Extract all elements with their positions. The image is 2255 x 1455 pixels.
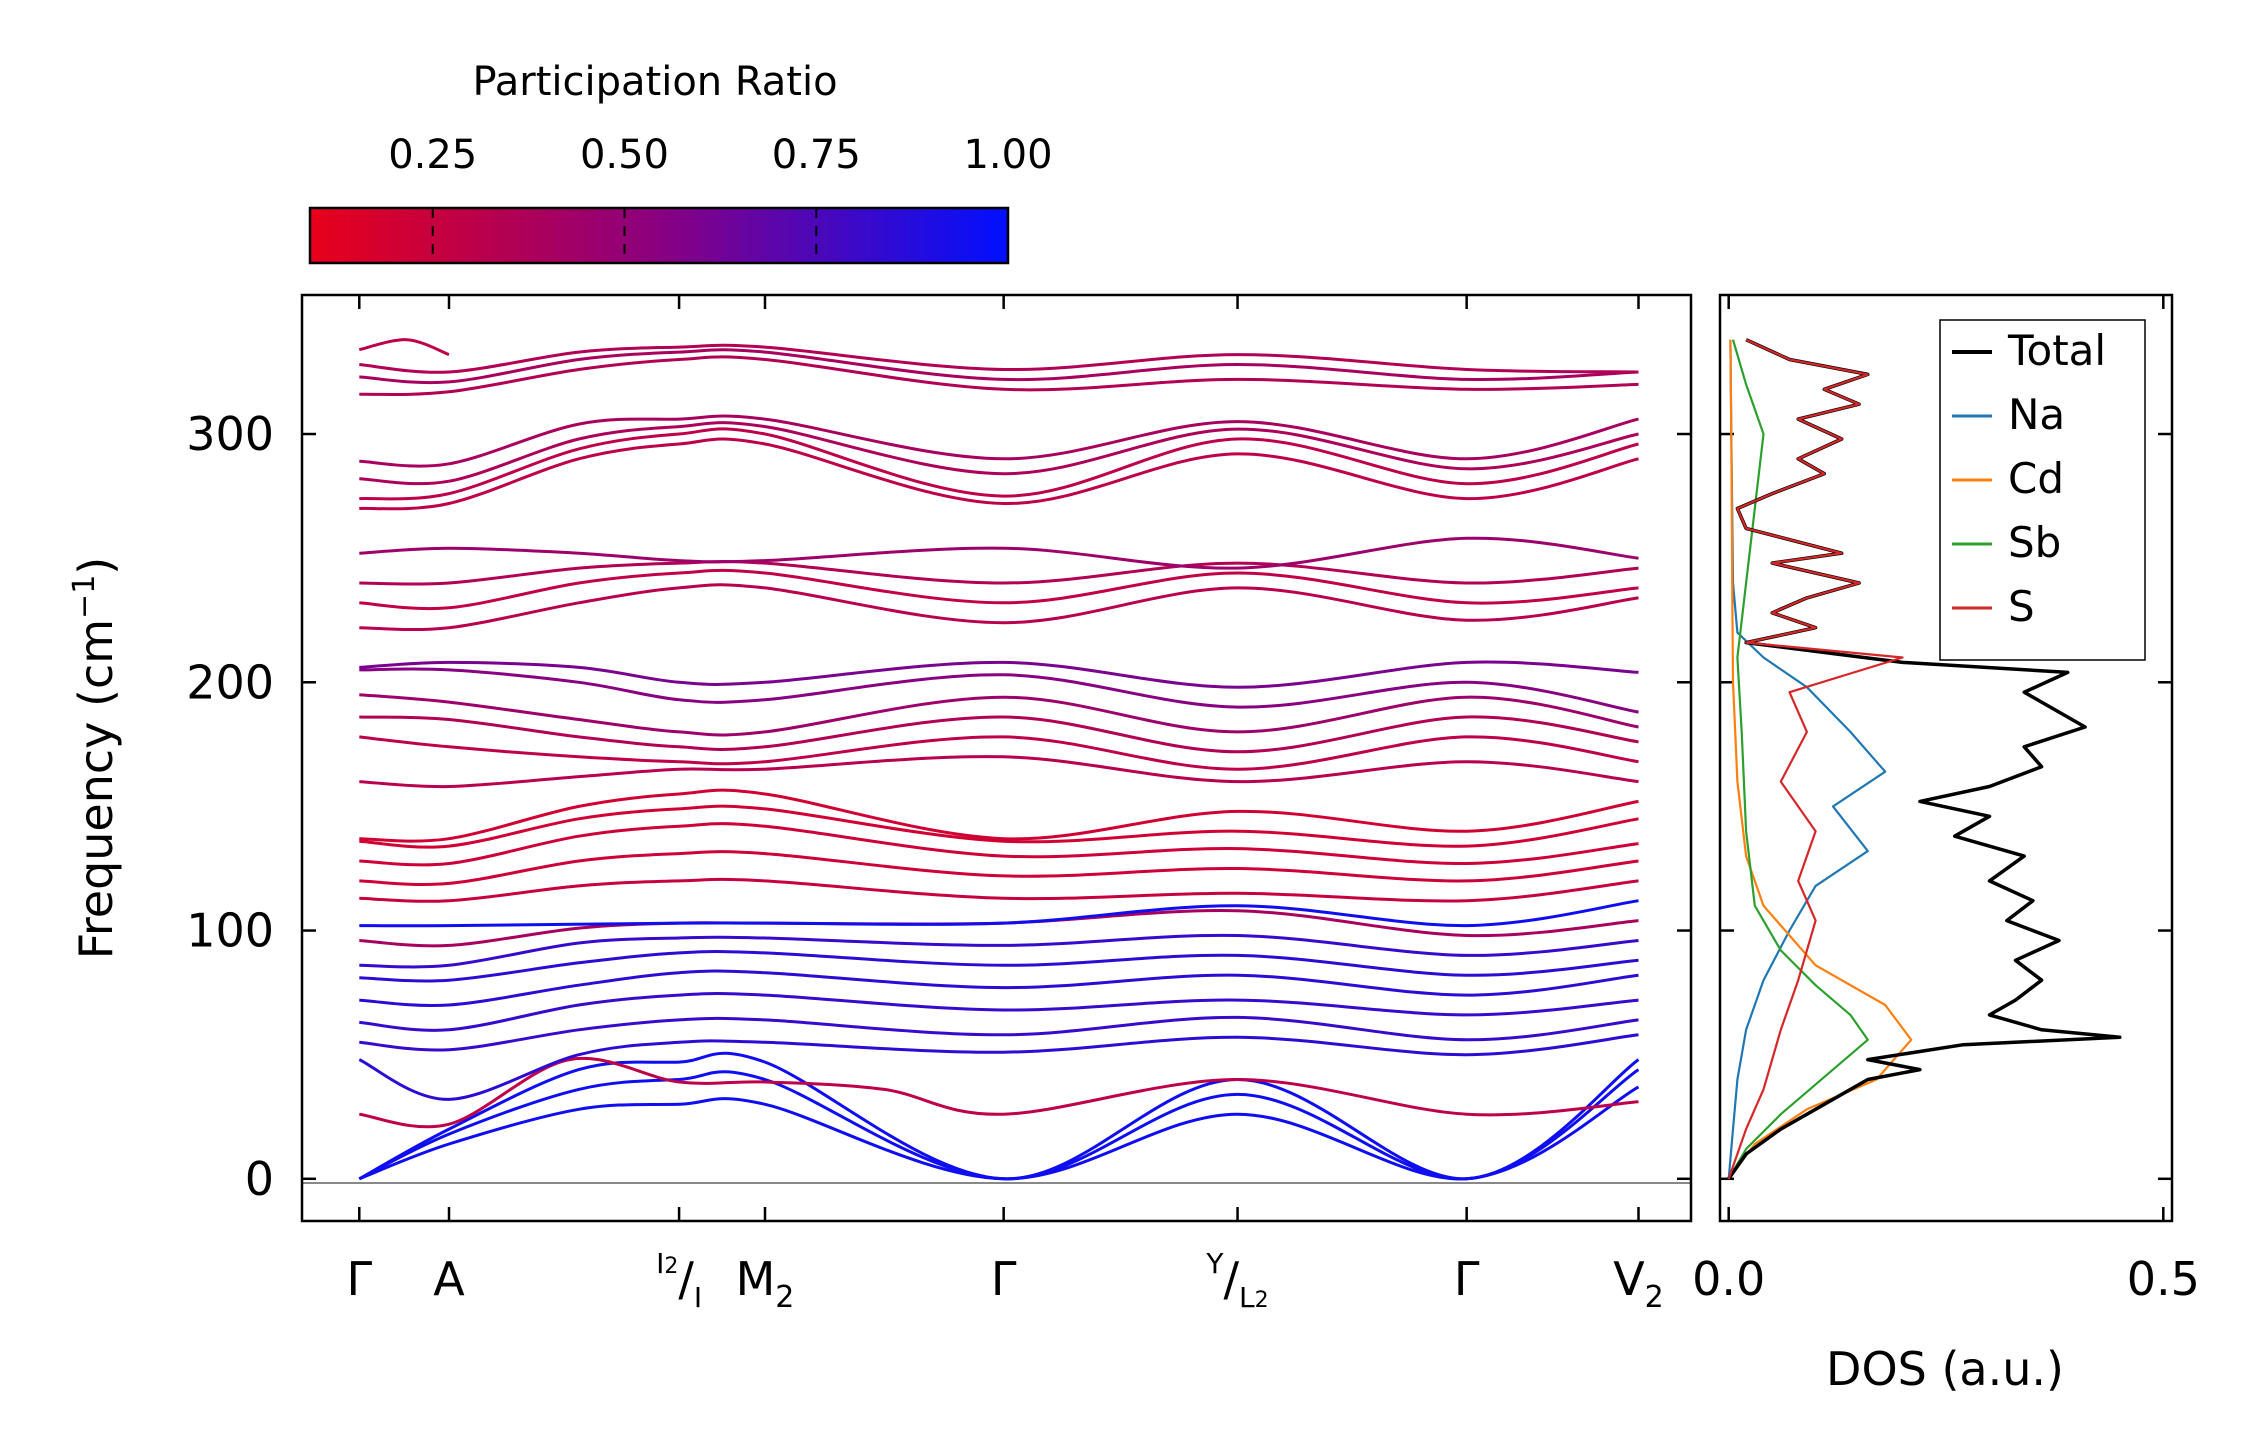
legend-label-s: S — [2008, 582, 2035, 631]
k-label-main: M — [736, 1252, 776, 1306]
band-curve-0 — [358, 1085, 1640, 1181]
band-curve-18 — [359, 735, 1639, 771]
dos-curve-na — [1727, 339, 1887, 1179]
band-curve-22 — [359, 660, 1639, 689]
k-label-main: Γ — [1454, 1252, 1480, 1306]
dos-curve-sb — [1727, 339, 1869, 1180]
band-curve-21 — [359, 667, 1639, 714]
dos-xtick-label: 0.5 — [2127, 1252, 2200, 1306]
band-curve-19 — [359, 715, 1639, 754]
legend-label-sb: Sb — [2008, 518, 2061, 567]
band-curve-3 — [359, 1056, 1639, 1129]
band-curve-15 — [359, 804, 1639, 849]
k-label-subsub: 2 — [1255, 1288, 1269, 1313]
band-curve-2 — [358, 1051, 1640, 1181]
ylabel-sup: −1 — [67, 575, 102, 619]
dos-lines — [1727, 338, 2122, 1180]
k-label: V2 — [1613, 1252, 1664, 1315]
k-label-sup: Y — [1205, 1247, 1224, 1280]
k-label-main: V — [1613, 1252, 1645, 1306]
band-curve-12 — [359, 877, 1639, 903]
dos-curve-s — [1727, 338, 1904, 1180]
dos-plot-frame — [1718, 293, 2174, 1223]
band-curve-24 — [359, 568, 1639, 611]
band-curve-23 — [359, 583, 1639, 632]
k-label-sub: I — [694, 1281, 702, 1314]
band-k-axis: Γ A I2/I M2 Γ Y/L2 Γ V2 — [346, 295, 1664, 1315]
band-curve-5 — [359, 1015, 1639, 1052]
k-label: Y/L2 — [1205, 1247, 1268, 1314]
band-curve-14 — [359, 822, 1639, 867]
colorbar-tick-label: 0.75 — [772, 132, 861, 178]
k-label-sup: I — [656, 1247, 664, 1280]
band-curve-17 — [359, 755, 1639, 789]
band-curve-31 — [359, 355, 1639, 396]
k-label: Γ — [1454, 1252, 1480, 1306]
colorbar-tick-label: 1.00 — [963, 132, 1052, 178]
colorbar-title: Participation Ratio — [472, 59, 837, 105]
band-curve-8 — [359, 949, 1639, 983]
k-label-sub: 2 — [775, 1280, 794, 1315]
band-curve-32 — [359, 348, 1639, 385]
legend-label-total: Total — [2007, 326, 2106, 375]
k-label-supsub: 2 — [664, 1254, 678, 1279]
band-curve-30 — [359, 414, 1639, 468]
k-label: M2 — [736, 1252, 795, 1315]
dos-panel: 0.0 0.5 DOS (a.u.) Total Na Cd Sb S — [1692, 293, 2200, 1396]
k-label: Γ — [346, 1252, 372, 1306]
band-curve-25 — [359, 559, 1639, 586]
band-ytick-label: 200 — [186, 655, 274, 709]
dos-legend: Total Na Cd Sb S — [1939, 319, 2146, 661]
band-ytick-label: 0 — [245, 1152, 274, 1206]
k-label: I2/I — [656, 1247, 702, 1314]
band-curve-1 — [358, 1068, 1640, 1181]
band-curve-9 — [359, 933, 1639, 969]
band-curve-33 — [359, 343, 1639, 374]
band-curve-16 — [359, 788, 1639, 843]
band-ytick-label: 100 — [186, 904, 274, 958]
band-ytick-label: 300 — [186, 407, 274, 461]
frequency-axis-label: Frequency (cm−1) — [67, 557, 123, 960]
k-label-main: Γ — [346, 1252, 372, 1306]
band-curve-20 — [359, 693, 1639, 737]
band-curve-27 — [359, 437, 1639, 511]
band-lines — [358, 338, 1640, 1181]
colorbar-tick-label: 0.25 — [388, 132, 477, 178]
k-label: A — [433, 1252, 465, 1306]
k-label-main: A — [433, 1252, 465, 1306]
dos-x-axis: 0.0 0.5 — [1692, 295, 2200, 1306]
band-curve-29 — [359, 421, 1639, 486]
legend-label-na: Na — [2008, 390, 2065, 439]
ylabel-main: Frequency (cm — [69, 619, 123, 959]
colorbar-tick-label: 0.50 — [580, 132, 669, 178]
k-label: Γ — [991, 1252, 1017, 1306]
k-label-sub: L — [1239, 1281, 1255, 1314]
k-label-main: Γ — [991, 1252, 1017, 1306]
band-curve-28 — [359, 427, 1639, 501]
colorbar-ticks: 0.25 0.50 0.75 1.00 — [388, 132, 1053, 263]
dos-axis-label: DOS (a.u.) — [1826, 1342, 2064, 1396]
k-label-sep: / — [678, 1252, 694, 1306]
colorbar: Participation Ratio 0.25 0.50 0.75 1.00 — [308, 59, 1053, 265]
colorbar-gradient — [308, 206, 1010, 265]
dos-xtick-label: 0.0 — [1692, 1252, 1765, 1306]
band-curve-10 — [359, 908, 1639, 948]
dos-curve-cd — [1727, 339, 1913, 1180]
band-curve-13 — [359, 850, 1639, 886]
band-curve-34 — [358, 338, 450, 357]
band-curve-4 — [358, 1033, 1639, 1101]
band-plot-frame — [300, 293, 1693, 1223]
band-curve-11 — [359, 899, 1639, 928]
k-label-sub: 2 — [1645, 1280, 1664, 1315]
ylabel-close: ) — [69, 557, 123, 575]
legend-frame — [1939, 319, 2146, 661]
legend-label-cd: Cd — [2008, 454, 2064, 503]
k-label-sep: / — [1224, 1252, 1240, 1306]
band-y-axis: 0 100 200 300 — [186, 407, 2172, 1206]
band-curve-7 — [359, 969, 1639, 1008]
band-curve-6 — [359, 992, 1639, 1032]
band-curve-26 — [359, 536, 1639, 570]
